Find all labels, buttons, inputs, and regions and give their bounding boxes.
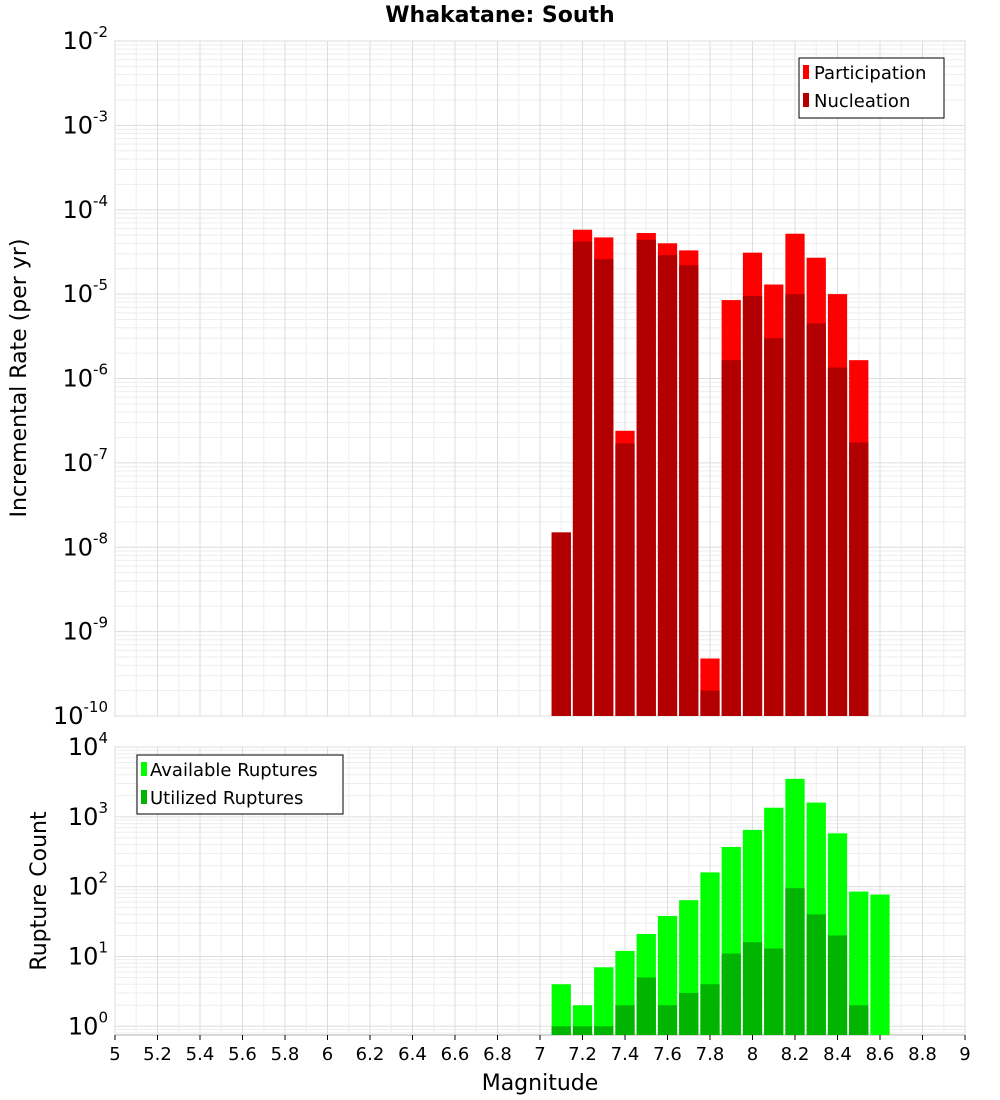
utilized-ruptures-bar xyxy=(572,1026,593,1035)
x-tick-label: 5.4 xyxy=(186,1044,215,1065)
nucleation-bar xyxy=(827,367,848,716)
x-tick-labels: 5 5.2 5.4 5.6 5.8 6 6.2 6.4 6.6 6.8 7 7.2 7.4 7.6 7.8 8… xyxy=(109,1035,971,1065)
top-y-tick-label: 10-4 xyxy=(62,192,108,224)
figure-title: Whakatane: South xyxy=(385,3,614,28)
bottom-legend-box xyxy=(136,754,344,815)
rupture-count-plot: 100 101 102 103 104 5 5.2 5.4 5.6 5.8 6 6.2 6.4 6.6 6… xyxy=(27,729,971,1096)
available-ruptures-bar xyxy=(849,891,869,1035)
top-y-tick-label: 10-8 xyxy=(62,529,108,561)
nucleation-bar xyxy=(785,294,805,716)
utilized-ruptures-bar xyxy=(657,1005,678,1035)
x-tick-label: 9 xyxy=(959,1044,970,1065)
top-y-tick-label: 10-10 xyxy=(53,698,108,730)
legend-nucleation: Nucleation xyxy=(814,91,910,112)
x-tick-label: 6.2 xyxy=(356,1044,385,1065)
bottom-y-tick-label: 102 xyxy=(68,869,108,901)
legend-swatch-available xyxy=(141,762,147,776)
top-y-axis-label: Incremental Rate (per yr) xyxy=(7,239,32,518)
nucleation-bar xyxy=(551,532,571,716)
legend-swatch-nucleation xyxy=(803,93,809,107)
x-axis-label: Magnitude xyxy=(482,1071,599,1096)
utilized-ruptures-bar xyxy=(849,1005,869,1035)
utilized-ruptures-bar xyxy=(679,992,699,1035)
nucleation-bar xyxy=(594,259,614,716)
legend-swatch-utilized xyxy=(141,790,147,804)
utilized-ruptures-bar xyxy=(551,1026,571,1035)
bottom-legend: Available Ruptures Utilized Ruptures xyxy=(136,754,344,815)
utilized-ruptures-bar xyxy=(615,1005,635,1035)
x-tick-label: 5.2 xyxy=(143,1044,172,1065)
utilized-ruptures-bar xyxy=(785,888,805,1035)
x-tick-label: 5.6 xyxy=(228,1044,257,1065)
top-bars xyxy=(551,229,869,717)
nucleation-bar xyxy=(764,338,784,716)
bottom-y-tick-labels: 100 101 102 103 104 xyxy=(68,729,108,1040)
top-legend-box xyxy=(798,57,945,119)
utilized-ruptures-bar xyxy=(636,977,656,1035)
x-tick-label: 7.6 xyxy=(653,1044,682,1065)
utilized-ruptures-bar xyxy=(806,914,826,1035)
utilized-ruptures-bar xyxy=(742,942,763,1035)
x-tick-label: 7.4 xyxy=(611,1044,640,1065)
nucleation-bar xyxy=(572,241,593,717)
nucleation-bar xyxy=(679,265,699,716)
x-tick-label: 8.8 xyxy=(908,1044,937,1065)
legend-participation: Participation xyxy=(814,63,926,84)
x-tick-label: 7.2 xyxy=(568,1044,597,1065)
available-ruptures-bar xyxy=(594,967,614,1035)
bottom-bars xyxy=(551,778,890,1035)
x-tick-label: 8.6 xyxy=(866,1044,895,1065)
legend-available-ruptures: Available Ruptures xyxy=(150,760,318,781)
utilized-ruptures-bar xyxy=(700,984,720,1035)
x-tick-label: 8.4 xyxy=(823,1044,852,1065)
x-tick-label: 6.6 xyxy=(441,1044,470,1065)
available-ruptures-bar xyxy=(870,894,890,1035)
top-y-tick-label: 10-3 xyxy=(62,107,108,139)
utilized-ruptures-bar xyxy=(721,953,741,1035)
nucleation-bar xyxy=(742,296,763,716)
x-tick-label: 6.4 xyxy=(398,1044,427,1065)
top-y-tick-label: 10-6 xyxy=(62,361,108,393)
nucleation-bar xyxy=(636,239,656,716)
bottom-y-tick-label: 100 xyxy=(68,1008,108,1040)
incremental-rate-plot: 10-10 10-9 10-8 10-7 10-6 10-5 10-4 10-3 10-2 In… xyxy=(7,23,966,730)
available-ruptures-bar xyxy=(551,984,571,1035)
bottom-y-tick-label: 101 xyxy=(68,938,108,970)
x-tick-label: 5.8 xyxy=(271,1044,300,1065)
nucleation-bar xyxy=(721,360,741,716)
legend-swatch-participation xyxy=(803,65,809,79)
nucleation-bar xyxy=(615,443,635,716)
x-tick-label: 6.8 xyxy=(483,1044,512,1065)
available-ruptures-bar xyxy=(657,915,678,1035)
top-legend: Participation Nucleation xyxy=(798,57,945,119)
top-y-tick-label: 10-2 xyxy=(62,23,108,55)
bottom-y-axis-label: Rupture Count xyxy=(27,811,52,971)
utilized-ruptures-bar xyxy=(827,935,848,1035)
x-tick-label: 5 xyxy=(109,1044,120,1065)
nucleation-bar xyxy=(700,690,720,716)
top-y-tick-label: 10-9 xyxy=(62,614,108,646)
top-y-tick-label: 10-7 xyxy=(62,445,108,477)
x-tick-label: 8.2 xyxy=(781,1044,810,1065)
top-y-tick-label: 10-5 xyxy=(62,276,108,308)
nucleation-bar xyxy=(849,442,869,716)
utilized-ruptures-bar xyxy=(764,948,784,1035)
bottom-y-tick-label: 104 xyxy=(68,729,108,761)
legend-utilized-ruptures: Utilized Ruptures xyxy=(150,788,303,809)
nucleation-bar xyxy=(657,255,678,716)
nucleation-bar xyxy=(806,323,826,716)
x-tick-label: 7.8 xyxy=(696,1044,725,1065)
x-tick-label: 7 xyxy=(534,1044,545,1065)
utilized-ruptures-bar xyxy=(594,1026,614,1035)
x-tick-label: 6 xyxy=(322,1044,333,1065)
x-tick-label: 8 xyxy=(747,1044,758,1065)
bottom-y-tick-label: 103 xyxy=(68,799,108,831)
top-y-tick-labels: 10-10 10-9 10-8 10-7 10-6 10-5 10-4 10-3 10-2 xyxy=(53,23,108,730)
